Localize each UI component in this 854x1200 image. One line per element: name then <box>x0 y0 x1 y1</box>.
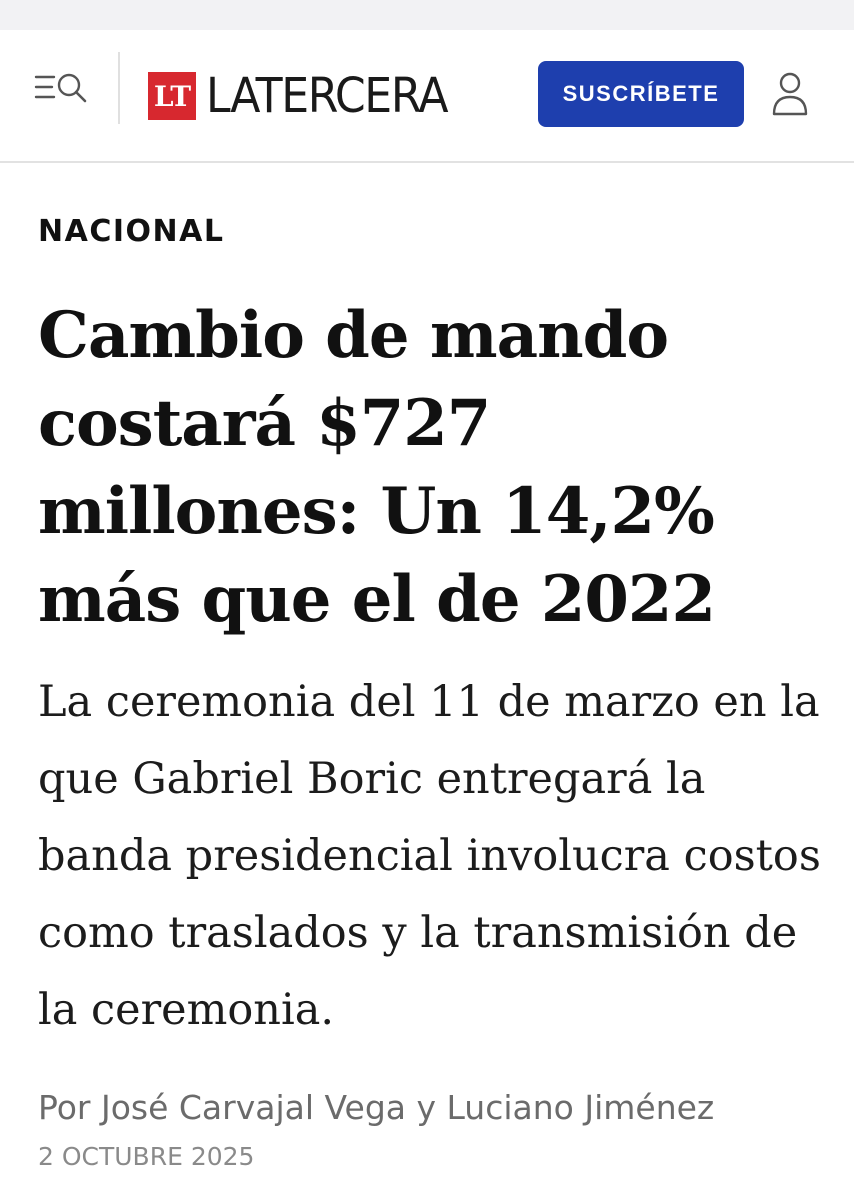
article-lead: La ceremonia del 11 de marzo en la que G… <box>38 677 821 1035</box>
user-icon <box>772 72 808 116</box>
site-header: LT LATERCERA SUSCRÍBETE <box>0 30 854 163</box>
article-date: 2 OCTUBRE 2025 <box>38 1142 255 1171</box>
top-status-strip <box>0 0 854 30</box>
menu-search-icon <box>34 73 87 103</box>
site-logo[interactable]: LT LATERCERA <box>148 72 468 120</box>
user-account-button[interactable] <box>770 70 810 118</box>
logo-wordmark: LATERCERA <box>206 68 449 124</box>
header-divider <box>118 52 120 124</box>
logo-mark: LT <box>148 72 196 120</box>
article-headline: Cambio de mando costará $727 millones: U… <box>38 298 716 637</box>
section-label[interactable]: NACIONAL <box>38 214 225 249</box>
article-byline: Por José Carvajal Vega y Luciano Jiménez <box>38 1088 715 1127</box>
menu-search-button[interactable] <box>34 68 92 108</box>
subscribe-button[interactable]: SUSCRÍBETE <box>538 61 744 127</box>
